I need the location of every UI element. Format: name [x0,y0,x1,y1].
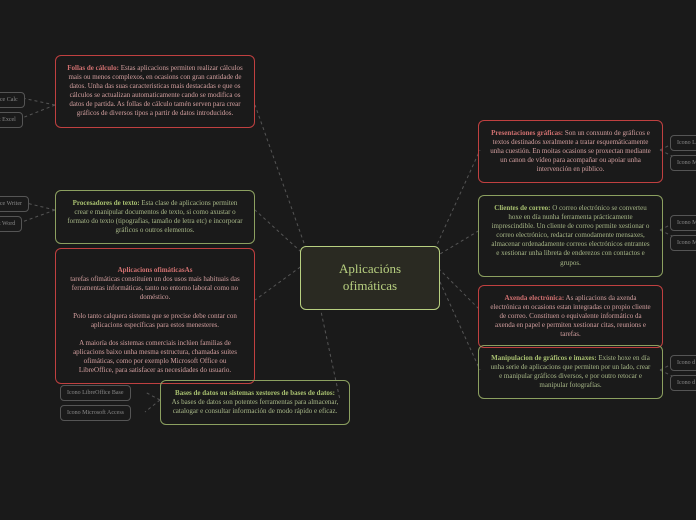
branch-title: Axenda electrónica: [504,294,564,302]
leaf-base[interactable]: Icono LibreOffice Base [60,385,131,401]
branch-procesadores[interactable]: Procesadores de texto: Esta clase de apl… [55,190,255,244]
branch-manipulacion[interactable]: Manipulacion de gráficos e imaxes: Exist… [478,345,663,399]
branch-title: Bases de datos ou sistemas xestores de b… [175,389,335,397]
center-label: Aplicacións ofimáticas [339,261,401,293]
branch-body: As bases de datos son potentes ferrament… [172,398,339,415]
branch-presentaciones[interactable]: Presentaciones gráficas: Son un conxunto… [478,120,663,183]
leaf-calc[interactable]: LibreOffice Calc [0,92,25,108]
leaf-writer[interactable]: LibreOffice Writer [0,196,29,212]
leaf-draw[interactable]: Icono d [670,355,696,371]
branch-ofimaticas[interactable]: Aplicacions ofimáticasAs tarefas ofimáti… [55,248,255,384]
leaf-gimp[interactable]: Icono d [670,375,696,391]
branch-bases[interactable]: Bases de datos ou sistemas xestores de b… [160,380,350,425]
branch-follas[interactable]: Follas de cálculo: Estas aplicacions per… [55,55,255,128]
center-node[interactable]: Aplicacións ofimáticas [300,246,440,310]
branch-body: O correo electrónico se converteu hoxe e… [491,204,649,267]
branch-title: Aplicacions ofimáticasAs [118,266,193,274]
leaf-powerpoint[interactable]: Icono M [670,155,696,171]
branch-title: Procesadores de texto: [73,199,140,207]
branch-title: Follas de cálculo: [67,64,119,72]
leaf-access[interactable]: Icono Microsoft Access [60,405,131,421]
branch-title: Manipulacion de gráficos e imaxes: [491,354,596,362]
leaf-word[interactable]: Microsoft Word [0,216,22,232]
branch-clientes[interactable]: Clientes de correo: O correo electrónico… [478,195,663,277]
branch-body: tarefas ofimáticas constituíen un dos us… [70,275,240,374]
leaf-outlook[interactable]: Icono M [670,235,696,251]
leaf-impress[interactable]: Icono L [670,135,696,151]
branch-title: Clientes de correo: [494,204,550,212]
leaf-excel[interactable]: Microsoft Excel [0,112,23,128]
branch-title: Presentaciones gráficas: [491,129,563,137]
branch-axenda[interactable]: Axenda electrónica: As aplicacions da ax… [478,285,663,348]
leaf-thunderbird[interactable]: Icono M [670,215,696,231]
branch-body: Estas aplicacions permiten realizar cálc… [68,64,242,117]
